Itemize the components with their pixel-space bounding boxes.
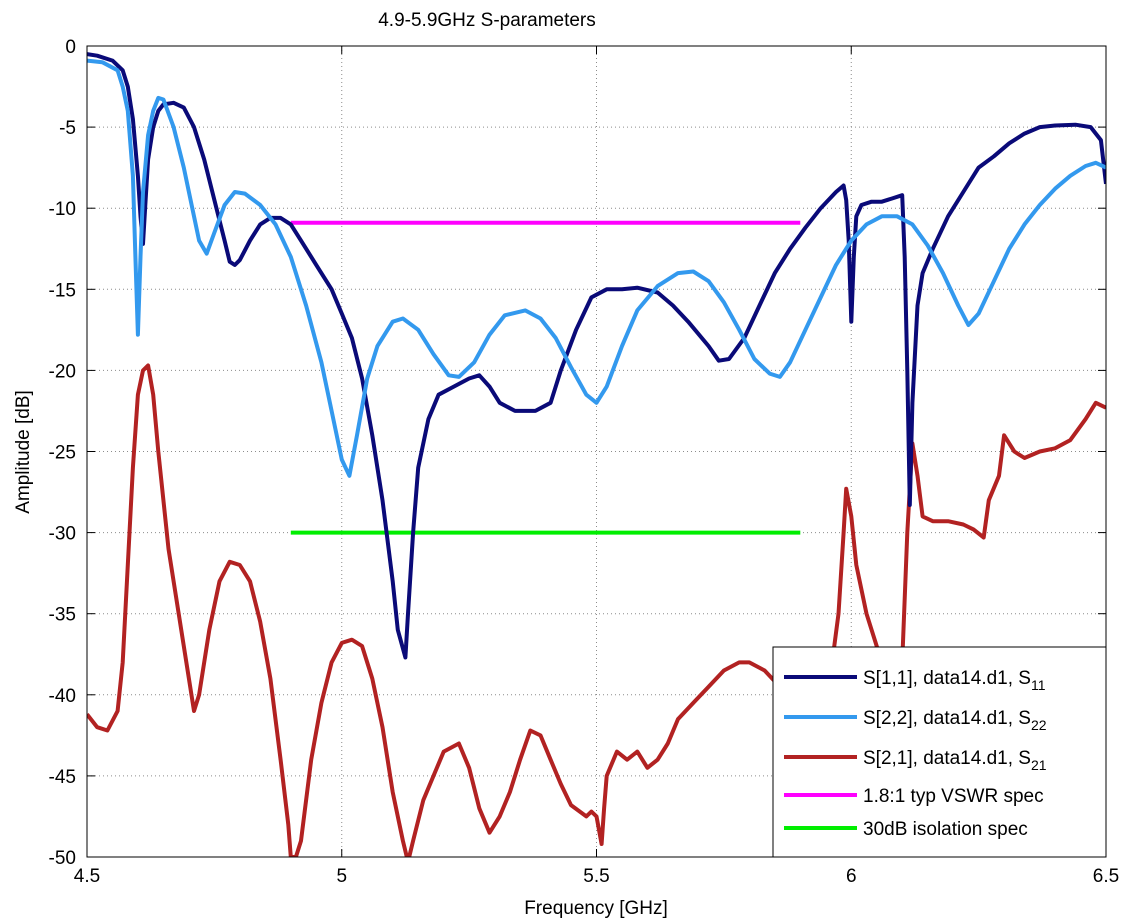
y-tick-label: -5 [59, 118, 76, 139]
x-tick-label: 6 [846, 866, 857, 887]
y-tick-label: -30 [49, 524, 76, 545]
legend-label: S[2,2], data14.d1, S22 [863, 708, 1047, 733]
y-tick-label: -40 [49, 686, 76, 707]
legend-label: 30dB isolation spec [863, 819, 1028, 840]
y-tick-label: -25 [49, 443, 76, 464]
y-tick-label: -20 [49, 361, 76, 382]
series-line-1 [87, 52, 1106, 660]
axis-ticks: 4.5 5 5.5 6 6.5 0 -5 -10 -15 -20 -25 -30 -35 -40 -45 -5… [49, 37, 1120, 887]
y-tick-label: -15 [49, 280, 76, 301]
legend-subscript: 11 [1031, 677, 1046, 693]
y-tick-label: -10 [49, 199, 76, 220]
y-tick-label: -50 [49, 848, 76, 869]
legend-label: S[2,1], data14.d1, S21 [863, 748, 1047, 773]
y-axis-title: Amplitude [dB] [13, 390, 34, 514]
series-line-2 [87, 58, 1106, 478]
legend-label: 1.8:1 typ VSWR spec [863, 786, 1044, 807]
x-tick-label: 5 [336, 866, 347, 887]
y-tick-label: -45 [49, 767, 76, 788]
y-tick-label: 0 [65, 37, 76, 58]
x-tick-label: 5.5 [583, 866, 609, 887]
legend-box [772, 646, 1107, 858]
legend-subscript: 22 [1031, 717, 1047, 733]
x-tick-label: 4.5 [74, 866, 100, 887]
chart-title: 4.9-5.9GHz S-parameters [378, 10, 596, 31]
y-tick-label: -35 [49, 605, 76, 626]
legend-label: S[1,1], data14.d1, S11 [863, 668, 1046, 693]
spec-lines [290, 220, 801, 535]
x-axis-title: Frequency [GHz] [524, 898, 668, 919]
legend: S[1,1], data14.d1, S11 S[2,2], data14.d1,… [772, 646, 1107, 858]
legend-subscript: 21 [1031, 757, 1047, 773]
series-lines [87, 52, 1106, 857]
x-tick-label: 6.5 [1093, 866, 1119, 887]
